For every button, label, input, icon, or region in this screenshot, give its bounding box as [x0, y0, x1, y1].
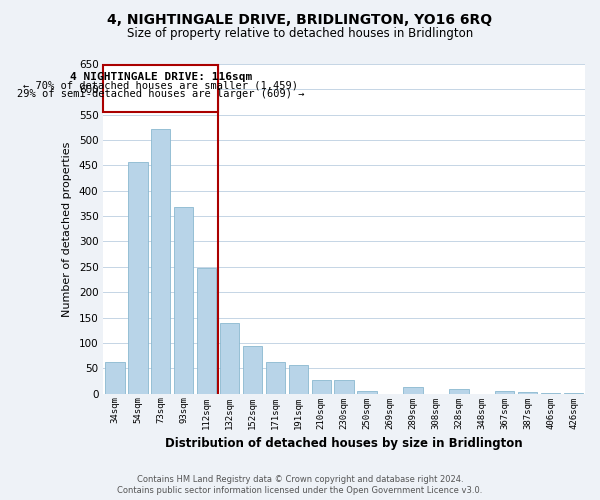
Text: Contains public sector information licensed under the Open Government Licence v3: Contains public sector information licen… [118, 486, 482, 495]
Text: 29% of semi-detached houses are larger (609) →: 29% of semi-detached houses are larger (… [17, 89, 304, 99]
Bar [311, 380, 331, 394]
Text: 4 NIGHTINGALE DRIVE: 116sqm: 4 NIGHTINGALE DRIVE: 116sqm [70, 72, 252, 82]
Bar [449, 388, 469, 394]
Text: Contains HM Land Registry data © Crown copyright and database right 2024.: Contains HM Land Registry data © Crown c… [137, 475, 463, 484]
Text: 4, NIGHTINGALE DRIVE, BRIDLINGTON, YO16 6RQ: 4, NIGHTINGALE DRIVE, BRIDLINGTON, YO16 … [107, 12, 493, 26]
FancyBboxPatch shape [103, 65, 218, 112]
Bar [518, 392, 538, 394]
Bar [197, 268, 217, 394]
Bar [495, 391, 514, 394]
Bar [220, 322, 239, 394]
Bar [403, 387, 423, 394]
Bar [289, 364, 308, 394]
Bar [564, 392, 583, 394]
Bar [128, 162, 148, 394]
Text: ← 70% of detached houses are smaller (1,459): ← 70% of detached houses are smaller (1,… [23, 80, 298, 90]
Bar [334, 380, 354, 394]
Bar [541, 392, 560, 394]
Bar [174, 207, 193, 394]
Bar [105, 362, 125, 394]
Bar [358, 391, 377, 394]
X-axis label: Distribution of detached houses by size in Bridlington: Distribution of detached houses by size … [166, 437, 523, 450]
Y-axis label: Number of detached properties: Number of detached properties [62, 141, 72, 316]
Bar [243, 346, 262, 394]
Bar [266, 362, 285, 394]
Text: Size of property relative to detached houses in Bridlington: Size of property relative to detached ho… [127, 28, 473, 40]
Bar [151, 129, 170, 394]
